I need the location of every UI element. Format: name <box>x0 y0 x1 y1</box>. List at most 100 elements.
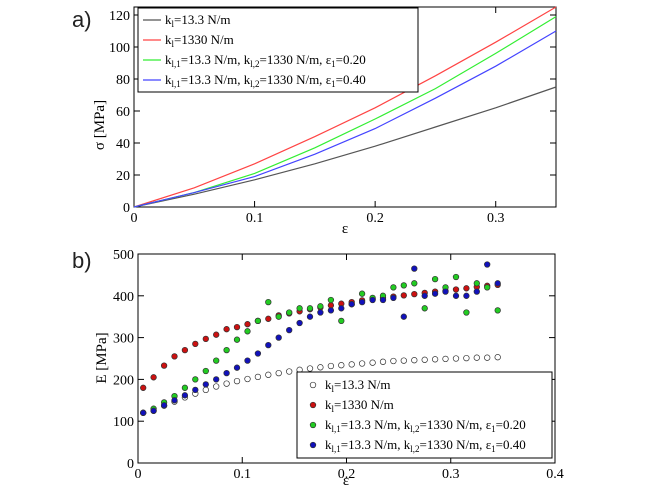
data-point-b-2 <box>400 282 407 289</box>
legend-text-part: 1 <box>491 444 496 454</box>
data-point-b-1 <box>171 353 178 360</box>
legend-text-part: 1 <box>491 424 496 434</box>
legend-marker-b <box>309 381 317 389</box>
data-point-b-0 <box>327 362 335 370</box>
legend-text-part: l,1 <box>172 59 181 69</box>
data-point-b-3 <box>379 296 387 304</box>
legend-text-part: l,2 <box>410 424 419 434</box>
data-point-b-0 <box>244 375 251 383</box>
legend-marker-b <box>309 441 317 449</box>
data-point-b-2 <box>202 367 209 375</box>
data-point-b-0 <box>452 355 460 362</box>
y-tick-label-a: 100 <box>109 41 130 56</box>
legend-label: kl=13.3 N/m <box>325 377 390 394</box>
data-point-b-0 <box>494 354 501 361</box>
y-tick-label-a: 80 <box>116 73 130 88</box>
legend-text-part: l <box>332 404 335 414</box>
x-tick-label-b: 0.2 <box>338 467 356 482</box>
data-point-b-3 <box>233 364 241 371</box>
data-point-b-2 <box>254 317 262 325</box>
legend-text-part: =13.3 N/m, <box>341 417 404 432</box>
legend-text-part: =0.40 <box>336 72 366 87</box>
data-point-b-2 <box>463 309 470 316</box>
panel-label-b: b) <box>72 248 92 273</box>
data-point-b-3 <box>150 407 157 414</box>
data-point-b-2 <box>338 317 345 325</box>
data-point-b-0 <box>213 383 220 390</box>
legend-text-part: k <box>244 52 251 67</box>
series-line-a-1 <box>133 6 557 208</box>
data-point-b-3 <box>442 288 449 295</box>
data-point-b-3 <box>306 313 314 320</box>
data-point-b-2 <box>411 280 418 287</box>
data-point-b-3 <box>181 392 189 399</box>
data-point-b-1 <box>213 331 220 338</box>
legend-text-part: l,1 <box>172 79 181 89</box>
legend-text-part: ε <box>486 417 492 432</box>
legend-marker-b <box>309 401 317 409</box>
data-point-b-0 <box>348 361 355 368</box>
legend-text-part: k <box>165 72 172 87</box>
data-point-b-0 <box>275 369 282 377</box>
y-tick-label-b: 400 <box>113 290 134 305</box>
x-axis-label-b: ε <box>343 473 349 489</box>
data-point-b-3 <box>452 292 460 299</box>
data-point-b-0 <box>265 371 272 378</box>
data-point-b-3 <box>244 357 251 364</box>
series-lines-a <box>133 6 557 208</box>
data-point-b-2 <box>452 273 460 281</box>
data-point-b-3 <box>369 296 376 304</box>
x-tick-label-a: 0.1 <box>246 211 264 226</box>
data-point-b-3 <box>192 386 199 394</box>
x-tick-label-a: 0.2 <box>366 211 384 226</box>
data-point-b-1 <box>400 292 407 299</box>
legend-text-part: =0.20 <box>336 52 366 67</box>
legend-text-part: l <box>332 384 335 394</box>
data-point-b-2 <box>473 280 480 287</box>
panel-a: a) 0 0.1 0.2 0.3 0 20 40 60 80 100 120 ε σ [MPa] k… <box>72 6 557 237</box>
data-point-b-2 <box>317 303 324 310</box>
data-point-b-1 <box>150 374 157 381</box>
y-tick-label-b: 100 <box>113 415 134 430</box>
legend-text-part: l,1 <box>332 444 341 454</box>
data-point-b-2 <box>327 296 335 304</box>
data-point-b-1 <box>244 321 251 328</box>
data-point-b-0 <box>286 368 293 375</box>
data-point-b-0 <box>338 362 345 369</box>
y-axis-label-b: E [MPa] <box>94 332 110 383</box>
data-point-b-0 <box>358 360 366 367</box>
data-point-b-0 <box>400 357 407 364</box>
data-point-b-3 <box>213 376 220 383</box>
data-point-b-1 <box>192 340 199 348</box>
legend-label: kl=1330 N/m <box>165 32 234 49</box>
legend-b: kl=13.3 N/mkl=1330 N/mkl,1=13.3 N/m, kl,… <box>296 371 553 459</box>
legend-text-part: l <box>172 39 175 49</box>
x-tick-label-b: 0.4 <box>546 467 564 482</box>
data-point-b-1 <box>160 362 168 369</box>
legend-text-part: =0.40 <box>496 437 526 452</box>
legend-label: kl=1330 N/m <box>325 397 394 414</box>
legend-text-part: l <box>172 19 175 29</box>
data-point-b-1 <box>265 315 272 322</box>
legend-label: kl,1=13.3 N/m, kl,2=1330 N/m, ε1=0.20 <box>165 52 366 69</box>
data-point-b-2 <box>286 309 293 316</box>
series-line-a-3 <box>133 30 557 208</box>
legend-text-part: k <box>325 397 332 412</box>
y-axis-label-a: σ [MPa] <box>92 100 108 150</box>
legend-text-part: =13.3 N/m, <box>181 72 244 87</box>
legend-text-part: l,1 <box>332 424 341 434</box>
data-point-b-2 <box>306 305 314 312</box>
legend-text-part: k <box>325 437 332 452</box>
x-tick-label-b: 0.3 <box>442 467 460 482</box>
data-point-b-3 <box>338 305 345 312</box>
legend-text-part: =13.3 N/m, <box>341 437 404 452</box>
data-point-b-1 <box>463 285 470 292</box>
data-point-b-3 <box>327 307 335 314</box>
data-point-b-3 <box>431 290 439 297</box>
data-point-b-3 <box>348 301 355 308</box>
y-tick-label-a: 0 <box>123 201 130 216</box>
y-tick-label-b: 500 <box>113 248 134 263</box>
ticks-b: 0 0.1 0.2 0.3 0.4 0 100 200 300 400 500 <box>113 248 564 482</box>
x-tick-label-a: 0 <box>131 211 138 226</box>
